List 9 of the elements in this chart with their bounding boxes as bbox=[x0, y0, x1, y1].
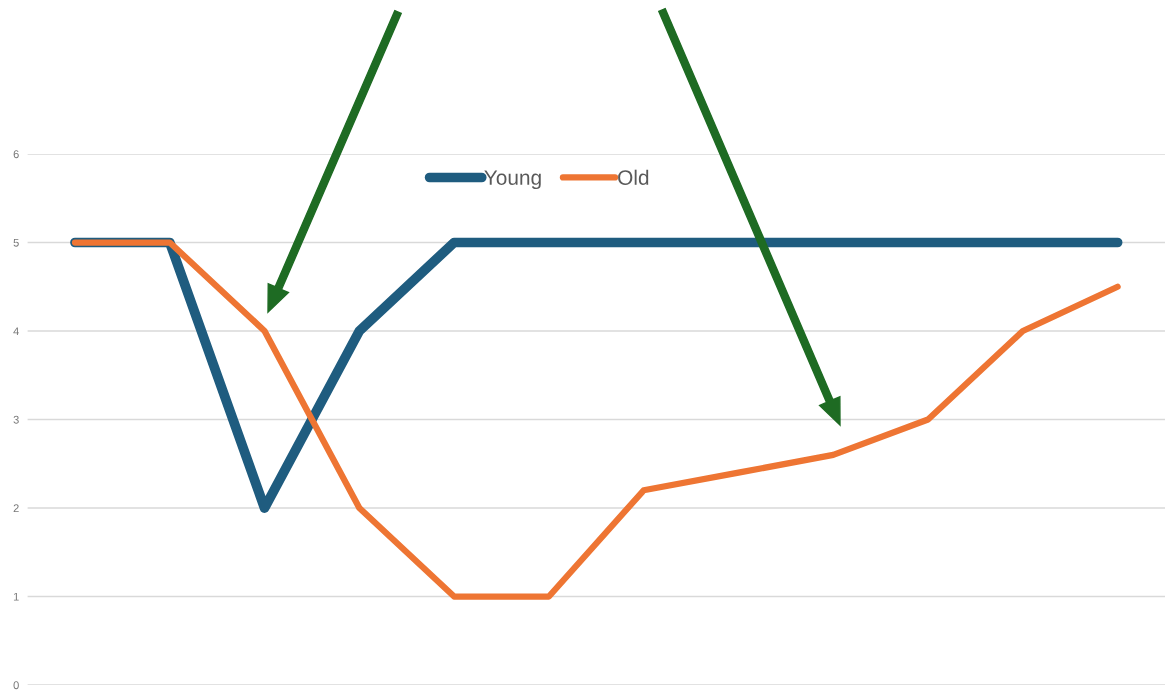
y-tick-label: 6 bbox=[13, 150, 19, 159]
y-tick-label: 1 bbox=[13, 592, 19, 601]
y-tick-label: 0 bbox=[13, 681, 19, 690]
y-tick-label: 3 bbox=[13, 415, 19, 424]
y-tick-label: 4 bbox=[13, 327, 19, 336]
legend-label: Young bbox=[484, 170, 541, 190]
legend-label: Old bbox=[618, 169, 649, 185]
y-tick-label: 5 bbox=[13, 238, 19, 247]
y-tick-label: 2 bbox=[13, 504, 19, 513]
